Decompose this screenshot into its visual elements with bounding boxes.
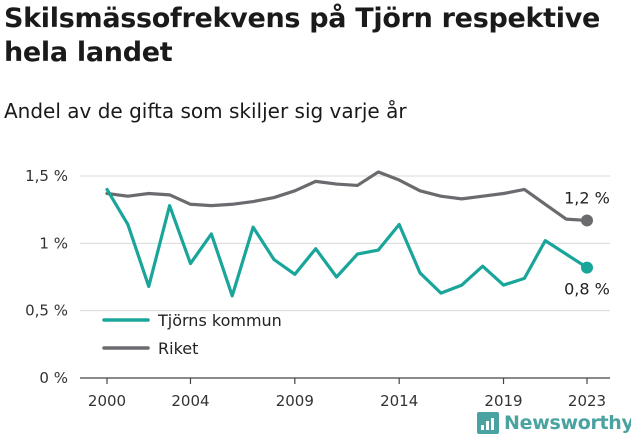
x-axis — [80, 377, 610, 384]
x-tick-label: 2009 — [276, 392, 314, 410]
x-tick-label: 2004 — [171, 392, 209, 410]
y-tick-label: 1,5 % — [25, 167, 68, 185]
end-point-tjorns-kommun — [581, 261, 593, 274]
end-markers: 0,8 % 1,2 % — [564, 188, 610, 298]
series-line-riket — [105, 170, 589, 223]
y-tick-label: 0,5 % — [25, 302, 68, 320]
y-tick-label: 0 % — [39, 369, 68, 387]
legend-label-tjorns-kommun: Tjörns kommun — [157, 311, 282, 330]
newsworthy-logo: Newsworthy — [477, 409, 631, 437]
brand-name: Newsworthy — [504, 412, 631, 434]
end-point-riket — [581, 214, 593, 227]
series-lines — [105, 170, 589, 298]
x-tick-label: 2019 — [484, 392, 522, 410]
x-tick-label: 2000 — [88, 392, 126, 410]
legend: Tjörns kommun Riket — [102, 311, 282, 358]
y-grid — [80, 175, 610, 312]
series-line-tjorns-kommun — [105, 187, 589, 298]
end-label-riket: 1,2 % — [564, 188, 610, 207]
newsworthy-logo-icon — [477, 412, 499, 434]
x-tick-labels: 2000 2004 2009 2014 2019 2023 — [88, 392, 606, 410]
legend-label-riket: Riket — [158, 339, 198, 358]
x-tick-label: 2014 — [380, 392, 418, 410]
y-tick-labels: 0 % 0,5 % 1 % 1,5 % — [25, 167, 68, 387]
chart-title: Skilsmässofrekvens på Tjörn respektive h… — [4, 3, 601, 68]
x-tick-label: 2023 — [568, 392, 606, 410]
end-label-tjorns-kommun: 0,8 % — [564, 280, 610, 299]
y-tick-label: 1 % — [39, 234, 68, 252]
chart-subtitle: Andel av de gifta som skiljer sig varje … — [4, 99, 407, 123]
